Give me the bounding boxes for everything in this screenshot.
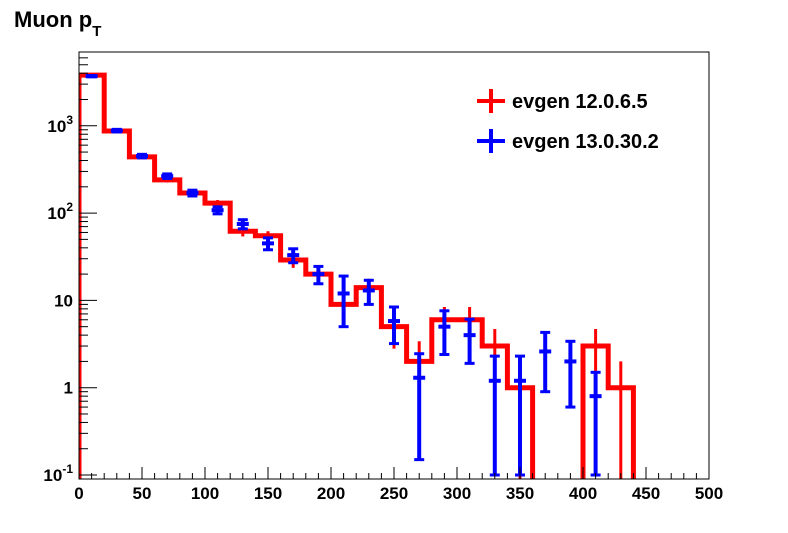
series-2-point-8	[287, 247, 300, 265]
x-tick-label-350: 350	[506, 484, 534, 503]
series-2-point-6	[236, 218, 249, 231]
x-tick-label-100: 100	[191, 484, 219, 503]
x-tick-label-50: 50	[133, 484, 152, 503]
series-2-point-0	[85, 74, 98, 79]
series-2-point-20	[589, 370, 602, 477]
x-tick-label-400: 400	[569, 484, 597, 503]
series-2-point-11	[362, 278, 375, 306]
x-tick-label-200: 200	[317, 484, 345, 503]
plot-area	[79, 72, 636, 479]
axes: 0 50 100 150 200 250 300 350 400 450 50010-1110102…	[43, 51, 723, 503]
y-tick-label-exponent: 3	[66, 113, 73, 127]
chart-title-main: Muon p	[14, 7, 92, 32]
series-2-point-10	[337, 274, 350, 329]
x-tick-label-300: 300	[443, 484, 471, 503]
y-tick-label-base: 10	[43, 466, 62, 485]
chart-title-subscript: T	[92, 23, 101, 40]
x-tick-label-450: 450	[632, 484, 660, 503]
series-2-point-12	[388, 305, 400, 346]
legend-label-series-1: evgen 12.0.6.5	[512, 91, 648, 113]
series-2-point-13	[413, 352, 426, 462]
series-2-point-18	[539, 330, 552, 394]
legend: evgen 12.0.6.5 evgen 13.0.30.2	[477, 89, 659, 153]
series-2-point-2	[136, 152, 148, 160]
y-tick-label-0.1: 10-1	[43, 462, 73, 485]
legend-label-series-2: evgen 13.0.30.2	[512, 131, 659, 153]
y-tick-label-1000: 103	[47, 113, 73, 136]
series-2-point-5	[211, 205, 224, 216]
series-2-point-1	[110, 127, 123, 134]
y-tick-label-1: 1	[64, 379, 73, 398]
y-tick-label-exponent: 2	[66, 200, 73, 214]
x-tick-label-0: 0	[74, 484, 83, 503]
y-tick-label-base: 10	[47, 117, 66, 136]
series-2-point-14	[438, 309, 451, 357]
series-2-point-9	[312, 264, 325, 286]
x-tick-label-500: 500	[695, 484, 723, 503]
series-2-point-4	[186, 188, 199, 198]
chart-title: Muon pT	[14, 7, 101, 40]
series-2-point-7	[262, 236, 274, 252]
y-tick-label-exponent: -1	[62, 462, 73, 476]
series-2-point-3	[161, 172, 174, 180]
y-tick-label-100: 102	[47, 200, 73, 223]
x-tick-label-250: 250	[380, 484, 408, 503]
series-2-point-15	[463, 317, 476, 365]
series-2-point-19	[564, 339, 577, 409]
y-tick-label-10: 10	[54, 291, 73, 310]
y-tick-label-base: 10	[47, 204, 66, 223]
x-tick-label-150: 150	[254, 484, 282, 503]
